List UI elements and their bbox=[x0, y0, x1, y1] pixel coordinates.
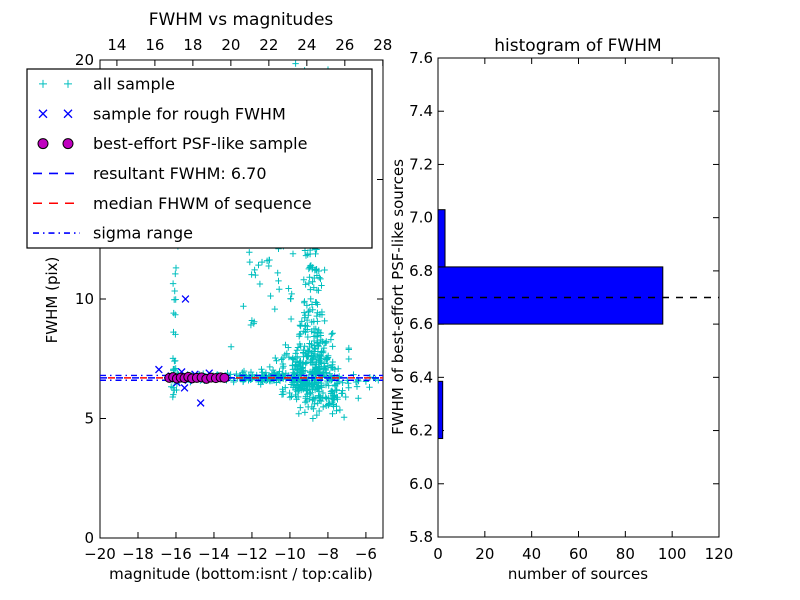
right-chart-title: histogram of FWHM bbox=[494, 36, 661, 56]
y-tick-label: 5 bbox=[84, 410, 94, 428]
left-xaxis-label: magnitude (bottom:isnt / top:calib) bbox=[109, 565, 373, 583]
y-tick-label: 7.0 bbox=[409, 209, 433, 227]
y-tick-label: 6.8 bbox=[409, 262, 433, 280]
x-tick-label: −14 bbox=[198, 545, 230, 563]
x-tick-label: 100 bbox=[658, 545, 687, 563]
right-plot-clip bbox=[438, 209, 719, 440]
legend-x-marker bbox=[38, 109, 48, 119]
x-tick-label: −18 bbox=[122, 545, 154, 563]
legend-label: resultant FWHM: 6.70 bbox=[93, 164, 267, 183]
x-top-tick-label: 24 bbox=[297, 36, 316, 54]
histogram-bar bbox=[438, 380, 444, 440]
right-plot-area: 0 20 40 60 80 100 120 5.8 6.0 6.2 6.4 6.6 6.8 7.0 7.2 7… bbox=[409, 49, 733, 563]
legend-frame bbox=[26, 68, 373, 249]
y-tick-label: 7.6 bbox=[409, 49, 433, 67]
x-tick-label: 120 bbox=[705, 545, 734, 563]
legend-plus-marker bbox=[39, 79, 47, 88]
x-top-tick-label: 14 bbox=[107, 36, 126, 54]
x-tick-label: −10 bbox=[274, 545, 306, 563]
y-tick-label: 5.8 bbox=[409, 528, 433, 546]
y-tick-label: 10 bbox=[75, 290, 94, 308]
x-top-tick-label: 20 bbox=[221, 36, 240, 54]
x-top-tick-label: 16 bbox=[145, 36, 164, 54]
y-tick-label: 20 bbox=[75, 51, 94, 69]
legend-plus-marker bbox=[64, 79, 72, 88]
left-chart-title: FWHM vs magnitudes bbox=[149, 10, 334, 30]
histogram-bar bbox=[438, 209, 446, 268]
x-tick-label: −12 bbox=[236, 545, 268, 563]
legend-x-marker bbox=[63, 109, 73, 119]
legend-label: median FHWM of sequence bbox=[93, 194, 312, 213]
legend-circle-marker bbox=[37, 138, 49, 150]
x-top-tick-label: 18 bbox=[183, 36, 202, 54]
x-tick-label: 40 bbox=[522, 545, 541, 563]
left-plot-clip bbox=[100, 60, 383, 422]
legend-label: sigma range bbox=[93, 224, 193, 243]
x-tick-label: 20 bbox=[475, 545, 494, 563]
y-tick-label: 6.2 bbox=[409, 422, 433, 440]
legend-label: sample for rough FWHM bbox=[93, 104, 286, 123]
x-tick-label: −6 bbox=[355, 545, 377, 563]
right-yaxis-label: FWHM of best-effort PSF-like sources bbox=[389, 159, 407, 435]
legend-label: all sample bbox=[93, 74, 175, 93]
histogram-bar bbox=[438, 266, 664, 325]
y-tick-label: 6.0 bbox=[409, 475, 433, 493]
x-top-tick-label: 26 bbox=[335, 36, 354, 54]
y-tick-label: 7.4 bbox=[409, 102, 433, 120]
x-tick-label: −8 bbox=[317, 545, 339, 563]
y-tick-label: 6.4 bbox=[409, 368, 433, 386]
x-tick-label: 60 bbox=[569, 545, 588, 563]
left-yaxis-label: FWHM (pix) bbox=[43, 257, 61, 344]
x-tick-label: −20 bbox=[84, 545, 116, 563]
right-histogram-chart: histogram of FWHM number of sources FWHM… bbox=[389, 36, 733, 583]
x-tick-label: 0 bbox=[433, 545, 443, 563]
x-top-tick-label: 22 bbox=[259, 36, 278, 54]
x-tick-label: 80 bbox=[616, 545, 635, 563]
legend-circle-marker bbox=[62, 138, 74, 150]
y-tick-label: 7.2 bbox=[409, 155, 433, 173]
x-tick-label: −16 bbox=[160, 545, 192, 563]
x-top-tick-label: 28 bbox=[373, 36, 392, 54]
legend-box: all sample sample for rough FWHM best-effo… bbox=[26, 68, 373, 249]
psf-like-marker bbox=[219, 372, 230, 383]
legend-label: best-effort PSF-like sample bbox=[93, 134, 307, 153]
y-tick-label: 0 bbox=[84, 529, 94, 547]
y-tick-label: 6.6 bbox=[409, 315, 433, 333]
right-xaxis-label: number of sources bbox=[508, 565, 648, 583]
